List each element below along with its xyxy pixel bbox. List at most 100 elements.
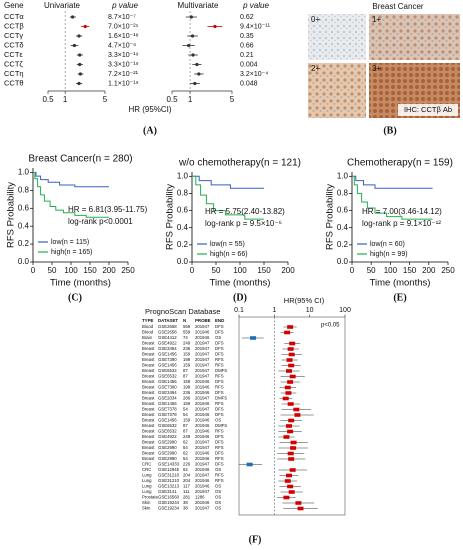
table-cell: DFS bbox=[215, 434, 224, 439]
table-cell: GSE2658 bbox=[158, 330, 177, 335]
hr-point bbox=[284, 330, 291, 335]
gene-label: CCTζ bbox=[4, 59, 23, 68]
column-header: TYPE bbox=[142, 318, 154, 323]
p-value: 0.66 bbox=[240, 42, 254, 49]
table-cell: 54 bbox=[183, 407, 188, 412]
table-cell: 87 bbox=[183, 429, 188, 434]
column-header: DATASET bbox=[158, 318, 178, 323]
table-cell: 201946 bbox=[195, 423, 210, 428]
x-axis-label: Time (months) bbox=[210, 278, 271, 289]
x-tick-label: 200 bbox=[281, 266, 295, 275]
p-value: 0.21 bbox=[240, 52, 254, 59]
table-cell: GSE4922 bbox=[158, 434, 177, 439]
hr-point bbox=[191, 53, 195, 57]
table-cell: 62 bbox=[183, 467, 188, 472]
x-axis-label: HR(95% CI) bbox=[284, 296, 325, 305]
p-value: 1.1×10⁻¹⁹ bbox=[108, 80, 139, 87]
table-cell: 159 bbox=[183, 418, 191, 423]
table-cell: 111 bbox=[183, 489, 190, 494]
hr-point bbox=[287, 402, 294, 406]
table-cell: 281 bbox=[183, 495, 191, 500]
x-tick-label: 0.5 bbox=[166, 95, 178, 104]
table-cell: 226 bbox=[183, 462, 191, 467]
table-cell: GSE2658 bbox=[158, 324, 177, 329]
table-cell: GSE6532 bbox=[158, 374, 177, 379]
annotation: HR = 5.75(2.40-13.82) bbox=[205, 207, 285, 216]
x-tick-label: 1 bbox=[272, 307, 276, 314]
table-cell: 201946 bbox=[195, 418, 210, 423]
table-cell: GSE2990 bbox=[158, 451, 177, 456]
table-cell: 54 bbox=[183, 445, 188, 450]
panel-label: (A) bbox=[143, 125, 157, 136]
survival-curve bbox=[352, 175, 433, 189]
hr-point bbox=[287, 380, 294, 384]
hr-point bbox=[294, 413, 301, 417]
table-cell: 201947 bbox=[195, 352, 210, 357]
table-cell: 1286 bbox=[195, 495, 205, 500]
table-cell: OS bbox=[215, 467, 221, 472]
y-tick-label: 1.0 bbox=[337, 171, 349, 180]
x-tick-label: 100 bbox=[339, 307, 351, 314]
table-cell: GSE4922 bbox=[158, 341, 177, 346]
gene-label: CCTη bbox=[4, 69, 24, 78]
table-cell: 201946 bbox=[195, 401, 210, 406]
x-tick-label: 100 bbox=[384, 266, 398, 275]
x-tick-label: 200 bbox=[102, 266, 116, 275]
hr-point bbox=[246, 462, 253, 467]
table-cell: GSE12945 bbox=[158, 467, 180, 472]
table-cell: GSE2990 bbox=[158, 445, 177, 450]
hr-point bbox=[287, 484, 294, 489]
table-cell: 201946 bbox=[195, 451, 210, 456]
hr-point bbox=[190, 34, 195, 38]
annotation: log-rank p = 9.5×10⁻⁶ bbox=[205, 219, 282, 228]
table-cell: Breast bbox=[142, 434, 155, 439]
panel-label: (F) bbox=[249, 534, 262, 545]
column-header: N bbox=[183, 318, 186, 323]
table-cell: Breast bbox=[142, 352, 155, 357]
table-cell: 201946 bbox=[195, 478, 210, 483]
hr-point bbox=[78, 62, 82, 67]
table-cell: GSE1456 bbox=[158, 401, 177, 406]
table-cell: GSE3141 bbox=[158, 489, 177, 494]
table-cell: GSE7378 bbox=[158, 407, 177, 412]
y-axis-label: RFS Probability bbox=[6, 182, 17, 248]
x-tick-label: 50 bbox=[212, 266, 221, 275]
table-cell: 201947 bbox=[195, 357, 210, 362]
table-cell: Skin bbox=[142, 500, 151, 505]
table-cell: RFS bbox=[215, 401, 224, 406]
table-cell: 198 bbox=[183, 357, 191, 362]
table-cell: 201946 bbox=[195, 456, 210, 461]
table-cell: RFS bbox=[215, 429, 224, 434]
column-header: PROBE bbox=[195, 318, 211, 323]
x-tick-label: 250 bbox=[121, 266, 135, 275]
table-cell: 62 bbox=[183, 451, 188, 456]
panel-label: (D) bbox=[233, 292, 247, 303]
y-tick-label: 0.6 bbox=[177, 206, 189, 215]
table-cell: Breast bbox=[142, 423, 155, 428]
x-tick-label: 0.5 bbox=[42, 95, 54, 104]
gene-label: CCTβ bbox=[4, 21, 24, 30]
survival-curve bbox=[33, 172, 109, 188]
table-cell: 159 bbox=[183, 401, 191, 406]
p-value: 0.048 bbox=[240, 80, 258, 87]
table-cell: 201947 bbox=[195, 489, 210, 494]
table-cell: 201947 bbox=[195, 440, 210, 445]
gene-label: CCTδ bbox=[4, 40, 24, 49]
table-cell: GSE31210 bbox=[158, 478, 180, 483]
table-cell: OS bbox=[215, 500, 221, 505]
table-cell: 201946 bbox=[195, 385, 210, 390]
table-cell: 201946 bbox=[195, 390, 210, 395]
table-cell: DFS bbox=[215, 330, 224, 335]
x-tick-label: 0 bbox=[190, 266, 195, 275]
table-cell: GSE1456 bbox=[158, 363, 177, 368]
table-cell: 74 bbox=[183, 335, 188, 340]
table-cell: Breast bbox=[142, 445, 155, 450]
table-cell: OS bbox=[215, 418, 221, 423]
p-value: 7.0×10⁻²⁵ bbox=[108, 23, 139, 30]
table-cell: RFS bbox=[215, 357, 224, 362]
ihc-texture bbox=[308, 63, 366, 118]
table-cell: 201946 bbox=[195, 330, 210, 335]
legend-label: high(n = 99) bbox=[370, 251, 408, 258]
table-cell: DMFS bbox=[215, 368, 227, 373]
y-axis-label: RFS Probability bbox=[165, 184, 176, 250]
